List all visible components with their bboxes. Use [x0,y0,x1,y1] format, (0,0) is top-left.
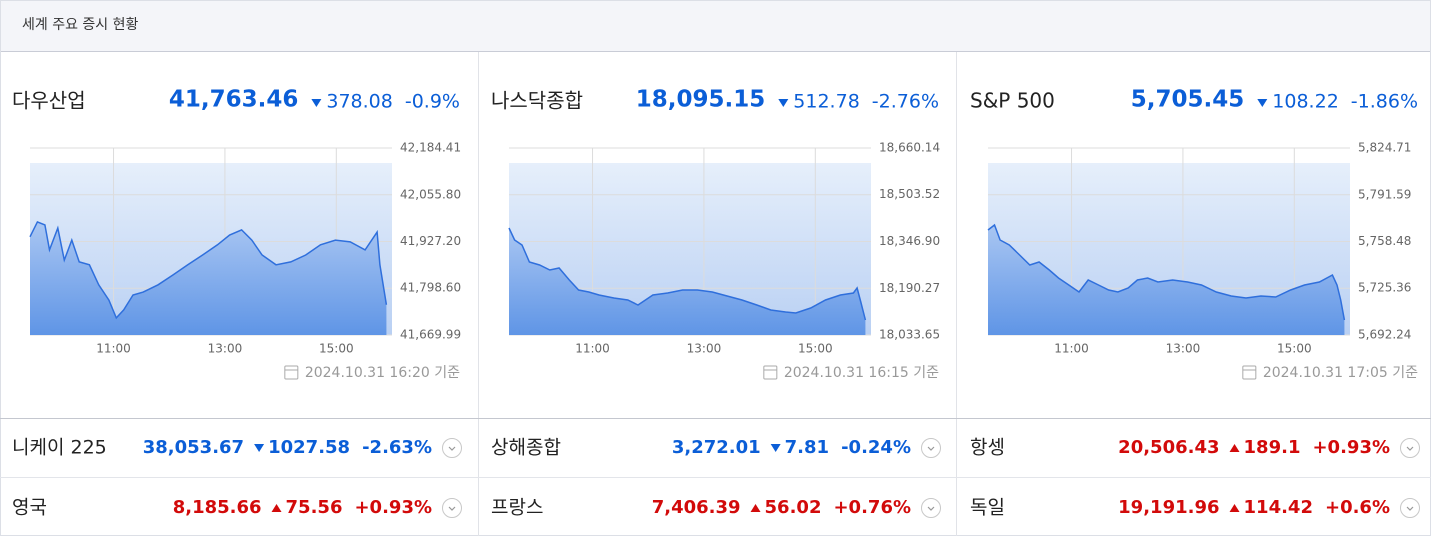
down-arrow [770,444,781,452]
change: 75.56 [286,497,343,518]
change-pct: +0.6% [1325,497,1390,518]
price-line [29,220,388,320]
expand-button[interactable] [1400,438,1420,458]
index-name: 니케이 225 [12,437,107,459]
up-arrow [1229,504,1240,512]
y-tick-label: 41,798.60 [400,281,461,295]
index-value: 3,272.01 [672,437,761,458]
timestamp: 2024.10.31 16:20 기준 [305,365,460,381]
index-value: 18,095.15 [636,87,766,113]
down-arrow [1257,99,1268,107]
expand-button[interactable] [442,498,462,518]
index-value: 5,705.45 [1131,87,1245,113]
x-tick-label: 13:00 [208,342,243,356]
header-bar [0,0,1431,51]
y-tick-label: 5,692.24 [1358,328,1411,342]
calendar-icon [284,365,299,380]
expand-chevron [927,446,935,451]
change-pct: -2.76% [872,91,939,113]
area-fill [988,225,1345,335]
y-tick-label: 41,927.20 [400,234,461,248]
y-tick-label: 18,190.27 [879,281,940,295]
change-pct: +0.76% [833,497,911,518]
change: 1027.58 [268,437,350,458]
up-arrow [1229,444,1240,452]
index-name: 다우산업 [12,89,86,113]
header-title: 세계 주요 증시 현황 [22,17,139,33]
index-name: 독일 [970,497,1005,519]
y-tick-label: 5,725.36 [1358,281,1411,295]
change-pct: -1.86% [1351,91,1418,113]
down-arrow [311,99,322,107]
down-arrow [254,444,265,452]
change: 189.1 [1244,437,1301,458]
y-tick-label: 18,346.90 [879,234,940,248]
change-pct: -0.24% [841,437,911,458]
timestamp: 2024.10.31 16:15 기준 [784,365,939,381]
y-tick-label: 5,824.71 [1358,141,1411,155]
y-tick-label: 18,503.52 [879,187,940,201]
x-tick-label: 11:00 [96,342,131,356]
up-arrow [271,504,282,512]
index-name: 상해종합 [491,437,561,459]
change-pct: +0.93% [354,497,432,518]
expand-button[interactable] [1400,498,1420,518]
x-tick-label: 13:00 [1166,342,1201,356]
index-name: 나스닥종합 [491,89,583,113]
index-value: 7,406.39 [652,497,741,518]
index-name: 프랑스 [491,497,543,519]
y-tick-label: 41,669.99 [400,328,461,342]
y-tick-label: 18,033.65 [879,328,940,342]
expand-button[interactable] [921,498,941,518]
x-tick-label: 15:00 [1277,342,1312,356]
price-line [508,227,867,321]
expand-button[interactable] [921,438,941,458]
y-tick-label: 18,660.14 [879,141,940,155]
change: 378.08 [326,91,392,113]
index-value: 38,053.67 [143,437,244,458]
index-value: 41,763.46 [169,87,299,113]
calendar-icon [763,365,778,380]
y-tick-label: 42,184.41 [400,141,461,155]
x-tick-label: 11:00 [1054,342,1089,356]
index-name: 항셍 [970,437,1005,459]
change: 7.81 [785,437,829,458]
y-tick-label: 42,055.80 [400,187,461,201]
index-value: 8,185.66 [173,497,262,518]
x-tick-label: 13:00 [687,342,722,356]
change: 56.02 [765,497,822,518]
change-pct: -0.9% [405,91,460,113]
change-pct: -2.63% [362,437,432,458]
expand-chevron [448,506,456,511]
area-fill [509,228,866,335]
change: 512.78 [793,91,859,113]
y-tick-label: 5,758.48 [1358,234,1411,248]
change: 114.42 [1244,497,1313,518]
x-tick-label: 15:00 [798,342,833,356]
x-tick-label: 15:00 [319,342,354,356]
index-value: 19,191.96 [1118,497,1219,518]
index-value: 20,506.43 [1118,437,1219,458]
expand-chevron [448,446,456,451]
x-tick-label: 11:00 [575,342,610,356]
area-fill [30,221,387,335]
index-name: 영국 [12,497,47,519]
calendar-icon [1242,365,1257,380]
expand-button[interactable] [442,438,462,458]
expand-chevron [1406,506,1414,511]
index-name: S&P 500 [970,89,1055,113]
expand-chevron [927,506,935,511]
y-tick-label: 5,791.59 [1358,187,1411,201]
up-arrow [750,504,761,512]
price-line [987,223,1346,321]
change-pct: +0.93% [1312,437,1390,458]
down-arrow [778,99,789,107]
change: 108.22 [1272,91,1338,113]
timestamp: 2024.10.31 17:05 기준 [1263,365,1418,381]
expand-chevron [1406,446,1414,451]
